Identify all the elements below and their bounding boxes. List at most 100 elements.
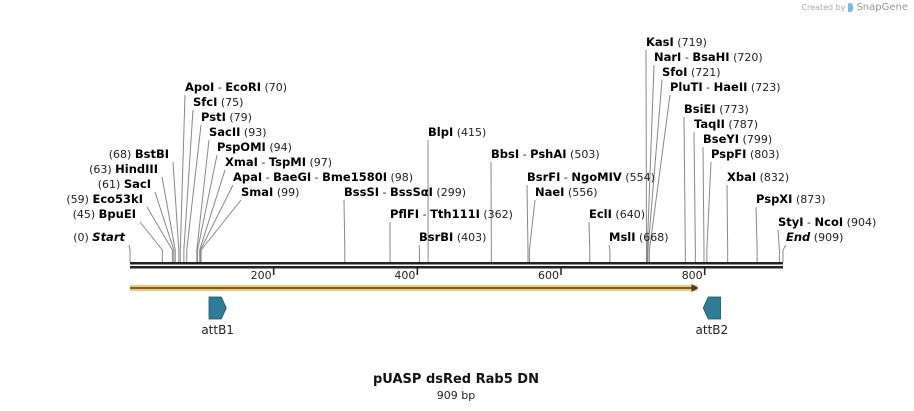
enzyme-name: BstBI bbox=[135, 147, 169, 161]
enzyme-name: BbsI bbox=[491, 147, 519, 161]
enzyme-name: BpuEI bbox=[99, 207, 136, 221]
site-label-bseyi[interactable]: BseYI (799) bbox=[703, 132, 772, 146]
backbone-strand-bottom bbox=[130, 266, 783, 269]
site-label-sfoi[interactable]: SfoI (721) bbox=[662, 65, 721, 79]
site-leader-line bbox=[777, 229, 780, 262]
enzyme-name: HindIII bbox=[115, 162, 158, 176]
enzyme-name: BssSI bbox=[344, 185, 379, 199]
site-label-start[interactable]: (0) Start bbox=[73, 230, 125, 244]
site-label-psti[interactable]: PstI (79) bbox=[201, 110, 252, 124]
site-leader-line bbox=[197, 154, 218, 262]
site-label-xbai[interactable]: XbaI (832) bbox=[727, 170, 789, 184]
site-position: (75) bbox=[221, 96, 244, 109]
site-label-nari-bsahi[interactable]: NarI - BsaHI (720) bbox=[654, 50, 763, 64]
tick-label: 800 bbox=[682, 269, 703, 282]
feature-label: attB2 bbox=[696, 323, 729, 337]
enzyme-name: Start bbox=[92, 230, 125, 244]
site-leader-line bbox=[146, 206, 173, 262]
site-label-pspxi[interactable]: PspXI (873) bbox=[756, 192, 826, 206]
site-label-end[interactable]: End (909) bbox=[786, 230, 843, 244]
enzyme-name: NgoMIV bbox=[571, 170, 621, 184]
name-separator: - bbox=[419, 208, 430, 221]
site-label-xmai-tspmi[interactable]: XmaI - TspMI (97) bbox=[225, 155, 332, 169]
site-label-saci[interactable]: (61) SacI bbox=[98, 177, 151, 191]
enzyme-name: SfoI bbox=[662, 65, 687, 79]
site-label-bsssi-bsssαi[interactable]: BssSI - BssSαI (299) bbox=[344, 185, 466, 199]
enzyme-name: PshAI bbox=[530, 147, 566, 161]
feature-label: attB1 bbox=[201, 323, 234, 337]
site-position: (723) bbox=[751, 81, 781, 94]
name-separator: - bbox=[262, 171, 273, 184]
site-label-bbsi-pshai[interactable]: BbsI - PshAI (503) bbox=[491, 147, 600, 161]
name-separator: - bbox=[703, 81, 714, 94]
enzyme-name: SacII bbox=[209, 125, 240, 139]
enzyme-name: SfcI bbox=[193, 95, 217, 109]
site-label-msli[interactable]: MslI (668) bbox=[609, 230, 669, 244]
site-label-bpuei[interactable]: (45) BpuEI bbox=[73, 207, 136, 221]
site-leader-line bbox=[183, 109, 194, 262]
site-leader-line bbox=[343, 199, 346, 262]
site-labels: (0) Start (45) BpuEI(59) Eco53kI(61) SacI… bbox=[66, 35, 876, 244]
enzyme-name: HaeII bbox=[714, 80, 748, 94]
site-label-naei[interactable]: NaeI (556) bbox=[535, 185, 598, 199]
site-position: (668) bbox=[639, 231, 669, 244]
site-leader-line bbox=[693, 131, 696, 262]
site-label-sfci[interactable]: SfcI (75) bbox=[193, 95, 243, 109]
site-label-styi-ncoi[interactable]: StyI - NcoI (904) bbox=[778, 215, 876, 229]
site-label-smai[interactable]: SmaI (99) bbox=[241, 185, 299, 199]
feature-attb2[interactable] bbox=[702, 296, 721, 320]
features: attB1 attB2 bbox=[130, 284, 728, 337]
site-position: (98) bbox=[391, 171, 414, 184]
site-leader-line bbox=[526, 184, 529, 262]
enzyme-name: ApoI bbox=[185, 80, 214, 94]
site-label-pspomi[interactable]: PspOMI (94) bbox=[217, 140, 292, 154]
map-title: pUASP dsRed Rab5 DN bbox=[373, 372, 539, 387]
site-label-eco53ki[interactable]: (59) Eco53kI bbox=[66, 192, 143, 206]
site-label-bstbi[interactable]: (68) BstBI bbox=[109, 147, 169, 161]
site-leader-line bbox=[196, 139, 210, 262]
site-position: (94) bbox=[269, 141, 292, 154]
site-position: (63) bbox=[89, 163, 112, 176]
site-label-pluti-haeii[interactable]: PluTI - HaeII (723) bbox=[670, 80, 781, 94]
site-leader-line bbox=[172, 161, 180, 262]
site-position: (873) bbox=[796, 193, 826, 206]
site-label-sacii[interactable]: SacII (93) bbox=[209, 125, 267, 139]
site-leader-line bbox=[782, 244, 787, 262]
site-label-taqii[interactable]: TaqII (787) bbox=[694, 117, 758, 131]
site-leader-line bbox=[588, 221, 591, 262]
site-leader-line bbox=[645, 49, 648, 262]
site-position: (59) bbox=[66, 193, 89, 206]
site-label-bsiei[interactable]: BsiEI (773) bbox=[684, 102, 749, 116]
site-label-blpi[interactable]: BlpI (415) bbox=[428, 125, 486, 139]
site-position: (556) bbox=[568, 186, 598, 199]
enzyme-name: End bbox=[786, 230, 811, 244]
site-leader-line bbox=[528, 199, 536, 262]
site-label-pspfi[interactable]: PspFI (803) bbox=[711, 147, 780, 161]
site-leader-line bbox=[139, 221, 163, 262]
site-label-ecli[interactable]: EclI (640) bbox=[589, 207, 645, 221]
enzyme-name: TaqII bbox=[694, 117, 725, 131]
snapgene-credit: Created by SnapGene bbox=[801, 2, 908, 13]
site-label-apai-baegi-bme1580i[interactable]: ApaI - BaeGI - Bme1580I (98) bbox=[233, 170, 413, 184]
site-leader-line bbox=[200, 199, 242, 262]
site-label-bsrbi[interactable]: BsrBI (403) bbox=[419, 230, 486, 244]
enzyme-name: PspFI bbox=[711, 147, 746, 161]
site-position: (415) bbox=[457, 126, 487, 139]
site-label-apoi-ecori[interactable]: ApoI - EcoRI (70) bbox=[185, 80, 287, 94]
snapgene-logo-icon bbox=[848, 3, 854, 12]
enzyme-name: NarI bbox=[654, 50, 681, 64]
site-label-pflfi-tth111i[interactable]: PflFI - Tth111I (362) bbox=[390, 207, 513, 221]
site-label-kasi[interactable]: KasI (719) bbox=[646, 35, 707, 49]
enzyme-name: ApaI bbox=[233, 170, 262, 184]
site-position: (93) bbox=[244, 126, 267, 139]
site-leader-line bbox=[647, 79, 663, 262]
site-leader-line bbox=[186, 124, 202, 262]
sequence-backbone bbox=[130, 262, 783, 269]
site-position: (97) bbox=[309, 156, 332, 169]
site-label-bsrfi-ngomiv[interactable]: BsrFI - NgoMIV (554) bbox=[527, 170, 655, 184]
feature-attb1[interactable] bbox=[208, 296, 227, 320]
enzyme-name: TspMI bbox=[269, 155, 306, 169]
enzyme-name: Tth111I bbox=[430, 207, 480, 221]
site-label-hindiii[interactable]: (63) HindIII bbox=[89, 162, 158, 176]
site-leader-line bbox=[154, 191, 175, 262]
